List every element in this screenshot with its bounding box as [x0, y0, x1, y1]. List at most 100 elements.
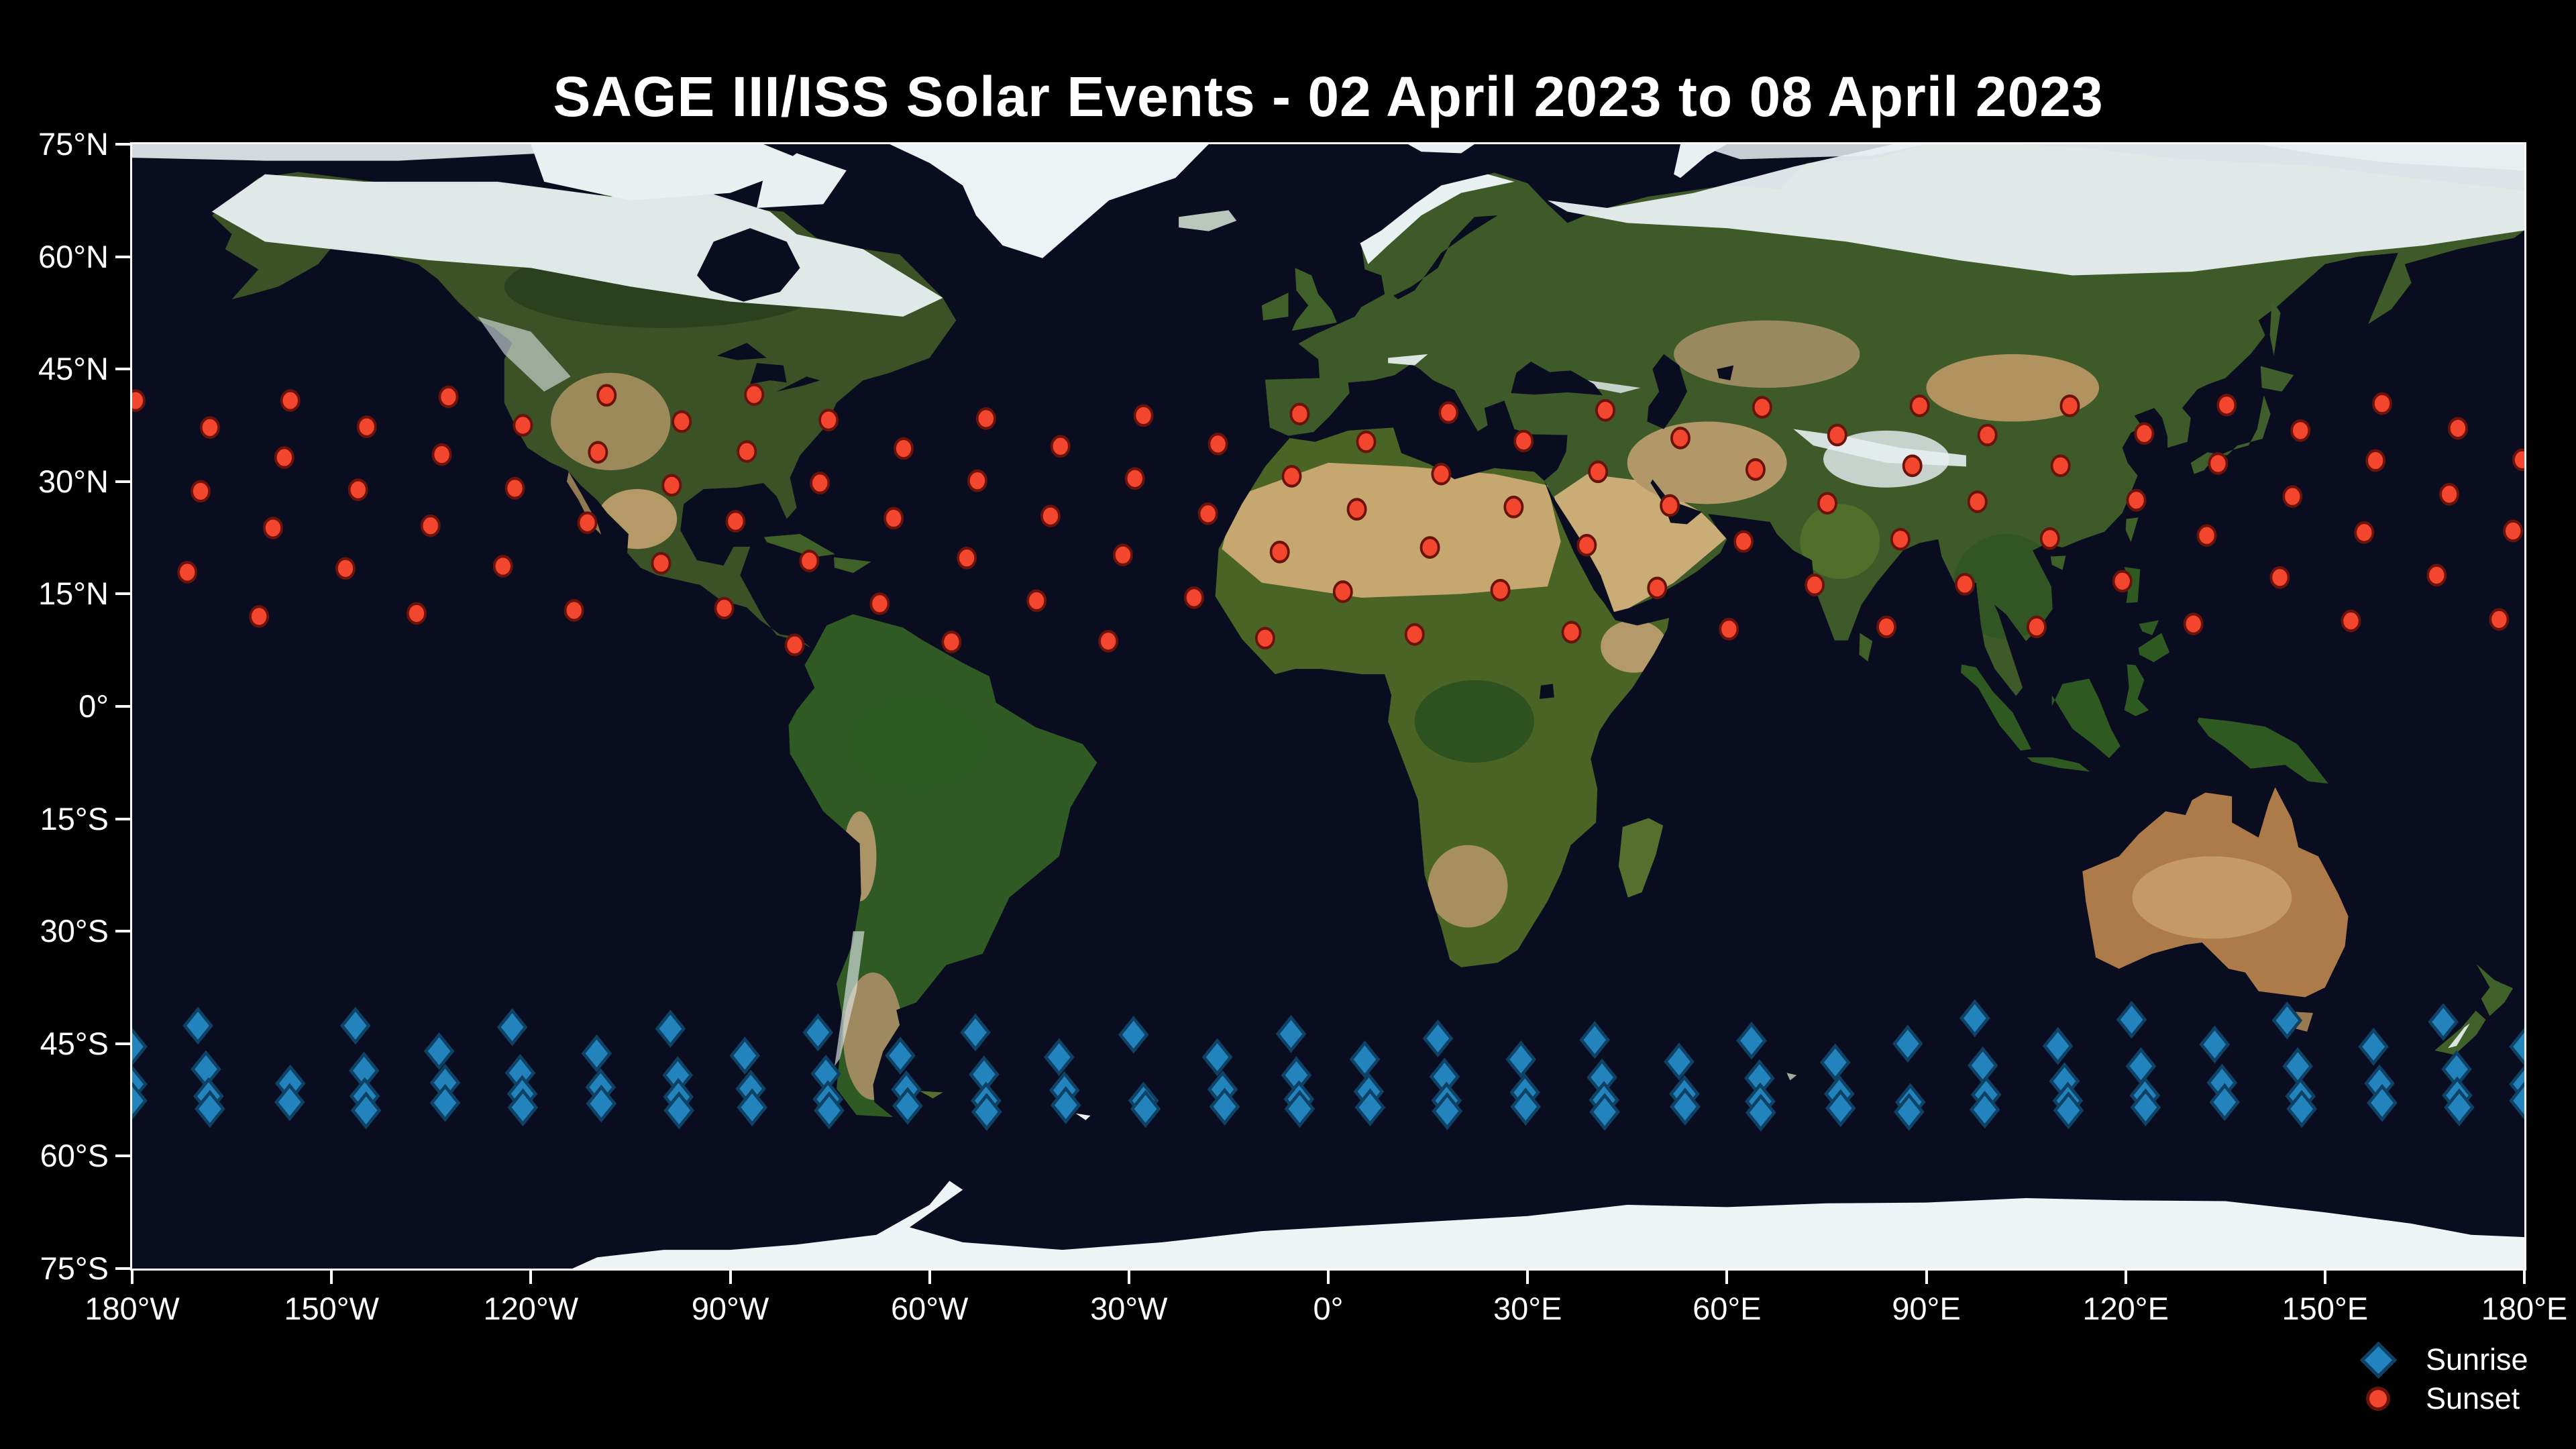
y-tick-mark: [115, 1155, 130, 1158]
sunrise-point: [1130, 1089, 1161, 1128]
islands: [531, 144, 2514, 1120]
y-tick-label: 30°N: [38, 463, 109, 499]
sunrise-point: [2444, 1088, 2475, 1127]
sunset-point: [2372, 392, 2392, 415]
x-tick-label: 120°W: [483, 1291, 579, 1326]
sunrise-point: [2209, 1083, 2241, 1122]
sunset-point: [1745, 458, 1766, 481]
sunset-point: [1902, 454, 1923, 478]
sunset-point: [2216, 393, 2237, 417]
sunset-point: [249, 605, 270, 628]
sunset-point: [420, 514, 441, 537]
sunset-point: [431, 443, 452, 466]
sunset-point: [1356, 430, 1377, 453]
sunrise-point: [892, 1087, 923, 1125]
sunrise-point: [1044, 1038, 1075, 1077]
sunrise-point: [729, 1036, 761, 1075]
y-tick-mark: [115, 1267, 130, 1270]
sunset-point: [1254, 627, 1275, 650]
sunset-point: [2134, 422, 2155, 445]
sunset-point: [1438, 401, 1459, 424]
legend-label-sunset: Sunset: [2426, 1381, 2520, 1415]
sunset-point: [894, 437, 914, 460]
map-plot: [130, 142, 2526, 1271]
sunrise-point: [971, 1093, 1002, 1131]
sunrise-point: [885, 1036, 916, 1075]
y-tick-label: 0°: [78, 688, 109, 724]
sunrise-point: [350, 1091, 382, 1130]
sunset-point: [1890, 527, 1911, 551]
y-tick-label: 15°N: [38, 576, 109, 612]
sunrise-point: [1670, 1087, 1701, 1126]
sunset-point: [199, 416, 220, 439]
sunset-point: [1050, 435, 1071, 458]
sunrise-diamond-icon: [2359, 1341, 2397, 1379]
sunset-point: [1208, 433, 1228, 455]
x-tick-mark: [2323, 1271, 2326, 1284]
sunrise-point: [1825, 1089, 1856, 1128]
sunset-point: [744, 383, 765, 407]
sunrise-point: [1892, 1024, 1923, 1063]
sunset-point: [1026, 589, 1047, 612]
sunrise-point: [1118, 1016, 1149, 1054]
sunrise-point: [586, 1084, 617, 1123]
sunset-point: [577, 511, 598, 535]
sunset-point: [1977, 423, 1998, 447]
sunset-point: [714, 596, 735, 620]
sunset-point: [2282, 485, 2303, 508]
x-tick-mark: [729, 1271, 732, 1284]
sunrise-point: [1736, 1022, 1767, 1060]
sunrise-point: [2509, 1081, 2524, 1120]
sunrise-point: [802, 1013, 834, 1052]
sunrise-point: [2358, 1027, 2389, 1066]
sunset-point: [1490, 578, 1511, 602]
world-map: [132, 144, 2524, 1269]
y-tick-label: 60°N: [38, 238, 109, 274]
sunset-point: [799, 549, 820, 573]
sunrise-point: [507, 1088, 539, 1127]
sunset-point: [2183, 612, 2204, 635]
sunset-point: [492, 555, 513, 578]
sunset-point: [1133, 404, 1154, 427]
sunrise-point: [1050, 1086, 1081, 1124]
x-tick-mark: [1327, 1271, 1330, 1284]
sunset-point: [1419, 536, 1440, 559]
sunset-point: [737, 440, 757, 463]
sunset-point: [1346, 498, 1367, 521]
sunrise-point: [1349, 1040, 1381, 1079]
x-tick-label: 30°W: [1090, 1291, 1168, 1326]
sunset-point: [1513, 429, 1534, 453]
x-tick-label: 0°: [1313, 1291, 1344, 1326]
sunset-point: [1112, 543, 1133, 567]
y-tick-mark: [115, 480, 130, 483]
sunrise-point: [1284, 1089, 1316, 1128]
sunset-point: [596, 384, 617, 407]
sunset-point: [274, 446, 294, 469]
sunset-point: [672, 410, 692, 433]
sunrise-point: [1505, 1040, 1537, 1079]
sunset-point: [1827, 423, 1847, 447]
sunrise-point: [2130, 1088, 2161, 1127]
sunset-point: [2489, 608, 2510, 631]
sunrise-point: [1969, 1090, 2000, 1129]
sunrise-point: [1959, 999, 1990, 1038]
x-tick-label: 150°W: [284, 1291, 379, 1326]
x-tick-label: 90°W: [691, 1291, 769, 1326]
y-tick-mark: [115, 368, 130, 371]
sunset-point: [1269, 540, 1290, 564]
sunset-point: [564, 599, 584, 622]
sunset-point: [1752, 396, 1772, 419]
sunrise-point: [737, 1088, 768, 1127]
sunset-point: [1588, 460, 1609, 484]
sunset-point: [1281, 465, 1302, 488]
sunset-point: [177, 561, 198, 584]
sunrise-point: [581, 1034, 612, 1073]
sunset-point: [651, 551, 672, 575]
sunset-point: [1183, 586, 1204, 609]
x-tick-mark: [928, 1271, 931, 1284]
sunset-point: [2354, 521, 2375, 544]
sunset-point: [2126, 488, 2147, 512]
sunset-point: [588, 441, 608, 464]
sunset-point: [1040, 504, 1061, 528]
